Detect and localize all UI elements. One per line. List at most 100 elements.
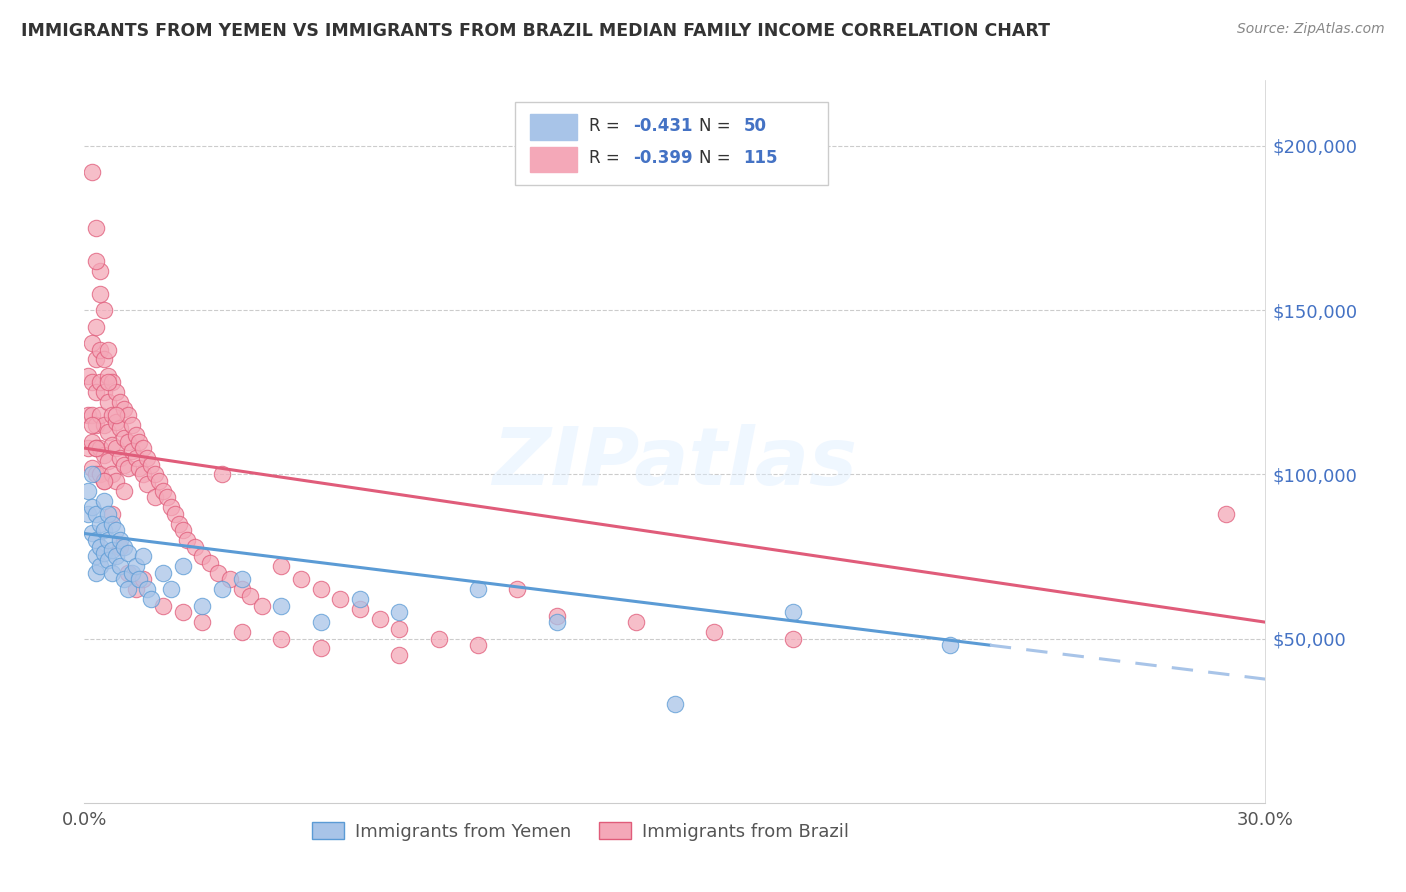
Point (329, 592, 352, 607)
Point (97, 507, 120, 521)
Point (191, 599, 214, 613)
Point (97, 533, 120, 547)
Point (124, 450, 146, 465)
Point (97, 376, 120, 390)
Point (84, 352, 107, 367)
Point (77, 441, 100, 455)
Point (97, 395, 120, 409)
Point (101, 507, 124, 521)
Point (112, 483, 135, 498)
Point (270, 599, 292, 613)
Point (270, 632, 292, 646)
Point (132, 441, 155, 455)
Point (104, 474, 127, 488)
Text: Source: ZipAtlas.com: Source: ZipAtlas.com (1237, 22, 1385, 37)
Point (117, 409, 139, 423)
Point (104, 523, 127, 537)
Point (152, 483, 174, 498)
Point (132, 573, 155, 587)
Point (231, 573, 253, 587)
Point (290, 573, 312, 587)
Point (84, 319, 107, 334)
Point (93, 352, 115, 367)
Point (117, 582, 139, 597)
Point (89, 264, 111, 278)
Point (89, 286, 111, 301)
Point (97, 368, 120, 383)
Point (160, 582, 183, 597)
Point (506, 582, 529, 597)
Point (211, 467, 233, 482)
Point (101, 516, 124, 531)
Point (93, 448, 115, 462)
Point (89, 559, 111, 574)
Point (124, 559, 146, 574)
Point (112, 401, 135, 416)
Point (309, 615, 332, 630)
Point (467, 582, 489, 597)
Point (207, 566, 229, 580)
Point (121, 566, 143, 580)
Point (84, 533, 107, 547)
Point (156, 491, 179, 505)
Point (93, 523, 115, 537)
Point (77, 483, 100, 498)
Point (250, 599, 273, 613)
Point (93, 546, 115, 560)
Point (172, 559, 194, 574)
Point (124, 428, 146, 442)
Point (467, 638, 489, 652)
Point (93, 303, 115, 318)
Point (132, 549, 155, 564)
Point (84, 221, 107, 235)
Text: N =: N = (699, 117, 735, 135)
Point (128, 460, 150, 475)
Point (93, 385, 115, 400)
Point (104, 415, 127, 429)
Point (117, 566, 139, 580)
Point (101, 409, 124, 423)
Point (219, 573, 242, 587)
Point (93, 474, 115, 488)
Point (782, 605, 804, 619)
Point (89, 343, 111, 357)
Point (108, 559, 131, 574)
Text: 50: 50 (744, 117, 766, 135)
Point (82, 376, 104, 390)
FancyBboxPatch shape (516, 102, 828, 185)
Point (143, 467, 166, 482)
Point (191, 549, 214, 564)
Point (167, 516, 190, 531)
Point (82, 467, 104, 482)
Point (108, 533, 131, 547)
Point (82, 418, 104, 433)
Point (84, 566, 107, 580)
Point (97, 454, 120, 468)
Point (200, 556, 222, 570)
Point (163, 507, 186, 521)
Point (89, 540, 111, 554)
Point (117, 460, 139, 475)
Point (84, 467, 107, 482)
Point (112, 540, 135, 554)
Point (309, 641, 332, 656)
Bar (530, 114, 576, 139)
Point (132, 467, 155, 482)
Text: N =: N = (699, 149, 735, 168)
Point (148, 474, 170, 488)
Point (97, 425, 120, 439)
Point (136, 450, 159, 465)
Point (104, 441, 127, 455)
Point (101, 467, 124, 482)
Point (939, 638, 962, 652)
Point (89, 409, 111, 423)
Point (231, 625, 253, 640)
Point (93, 474, 115, 488)
Point (101, 438, 124, 452)
Point (128, 573, 150, 587)
Point (101, 566, 124, 580)
Point (104, 385, 127, 400)
Point (84, 441, 107, 455)
Point (108, 395, 131, 409)
Point (108, 540, 131, 554)
